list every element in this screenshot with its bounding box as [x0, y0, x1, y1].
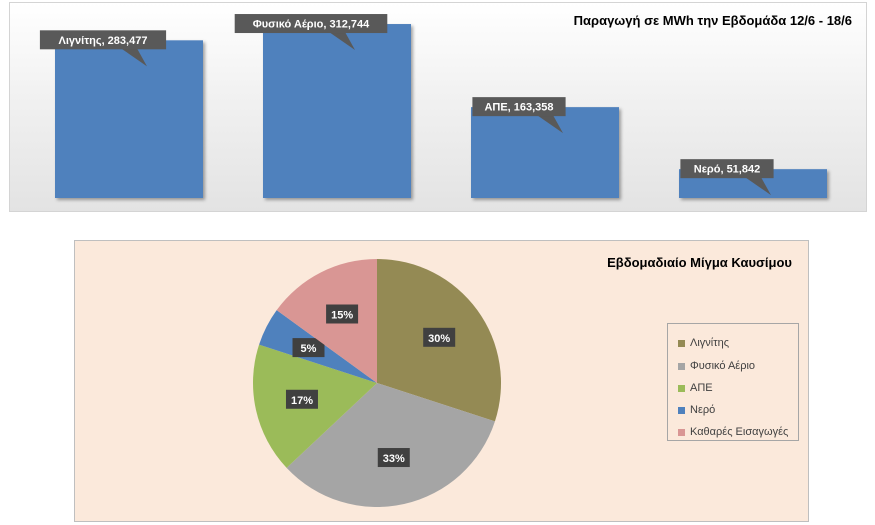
legend-item-lignite: Λιγνίτης: [678, 336, 729, 350]
pie-label-box: [377, 448, 410, 468]
pie-chart-plot: 30% 33% 17% 5% 15%: [253, 259, 501, 507]
bar-label-text: Λιγνίτης, 283,477: [59, 35, 148, 47]
pie-label-res: 17%: [285, 389, 318, 409]
bar-chart-panel: Λιγνίτης, 283,477 Φυσικό Αέριο, 312,744 ΑΠ…: [9, 2, 867, 212]
pie-label-box: [423, 327, 456, 347]
legend-label-hydro: Νερό: [690, 404, 716, 416]
legend-item-res: ΑΠΕ: [678, 381, 713, 395]
bar-chart-plot: Λιγνίτης, 283,477 Φυσικό Αέριο, 312,744 ΑΠ…: [39, 14, 827, 199]
bar-label-hydro: Νερό, 51,842: [680, 159, 774, 196]
legend-swatch-net-imports: [678, 428, 685, 436]
legend-item-net-imports: Καθαρές Εισαγωγές: [678, 425, 788, 439]
legend-swatch-lignite: [678, 339, 685, 347]
bar-label-text: Φυσικό Αέριο, 312,744: [253, 19, 370, 31]
bar-label-pointer: [121, 48, 147, 67]
bar-label-box: [680, 159, 774, 179]
bar-label-box: [472, 97, 566, 117]
legend-swatch-natural-gas: [678, 362, 685, 370]
pie-label-lignite: 30%: [423, 327, 456, 347]
legend-swatch-res: [678, 384, 685, 392]
bar-label-box: [234, 14, 388, 34]
legend-label-natural-gas: Φυσικό Αέριο: [690, 360, 756, 372]
pie-slice-natural-gas: [286, 383, 495, 507]
pie-label-hydro: 5%: [292, 338, 325, 358]
legend-label-lignite: Λιγνίτης: [690, 337, 729, 349]
pie-label-text: 17%: [291, 395, 313, 407]
bar-label-natural-gas: Φυσικό Αέριο, 312,744: [234, 14, 388, 51]
pie-label-natural-gas: 33%: [377, 448, 410, 468]
bar-label-text: ΑΠΕ, 163,358: [484, 102, 553, 114]
bar-label-lignite: Λιγνίτης, 283,477: [39, 30, 167, 67]
legend-item-hydro: Νερό: [678, 403, 715, 417]
pie-label-text: 33%: [383, 453, 405, 465]
pie-legend: Λιγνίτης Φυσικό Αέριο ΑΠΕ Νερό Καθαρές Ε…: [667, 323, 799, 441]
bar-lignite: [55, 40, 203, 198]
legend-label-net-imports: Καθαρές Εισαγωγές: [690, 426, 789, 438]
bar-res: [471, 107, 619, 198]
bar-label-text: Νερό, 51,842: [694, 164, 760, 176]
pie-chart-title: Εβδομαδιαίο Μίγμα Καυσίμου: [607, 255, 792, 270]
pie-label-box: [285, 389, 318, 409]
pie-label-text: 5%: [301, 343, 317, 355]
pie-label-box: [292, 338, 325, 358]
bar-label-res: ΑΠΕ, 163,358: [472, 97, 566, 134]
pie-label-text: 30%: [428, 333, 450, 345]
legend-swatch-hydro: [678, 406, 685, 414]
bar-label-pointer: [537, 115, 563, 134]
bar-chart-title: Παραγωγή σε MWh την Εβδομάδα 12/6 - 18/6: [573, 13, 852, 28]
pie-label-box: [326, 304, 359, 324]
bar-natural-gas: [263, 24, 411, 199]
legend-label-res: ΑΠΕ: [690, 382, 713, 394]
legend-item-natural-gas: Φυσικό Αέριο: [678, 359, 755, 373]
bar-label-box: [39, 30, 167, 50]
pie-label-net-imports: 15%: [326, 304, 359, 324]
pie-label-text: 15%: [331, 309, 353, 321]
bar-label-pointer: [745, 177, 771, 196]
bar-label-pointer: [329, 32, 355, 51]
pie-chart-panel: 30% 33% 17% 5% 15% Εβδομαδιαίο Μίγμα Καυσίμο…: [74, 240, 809, 522]
